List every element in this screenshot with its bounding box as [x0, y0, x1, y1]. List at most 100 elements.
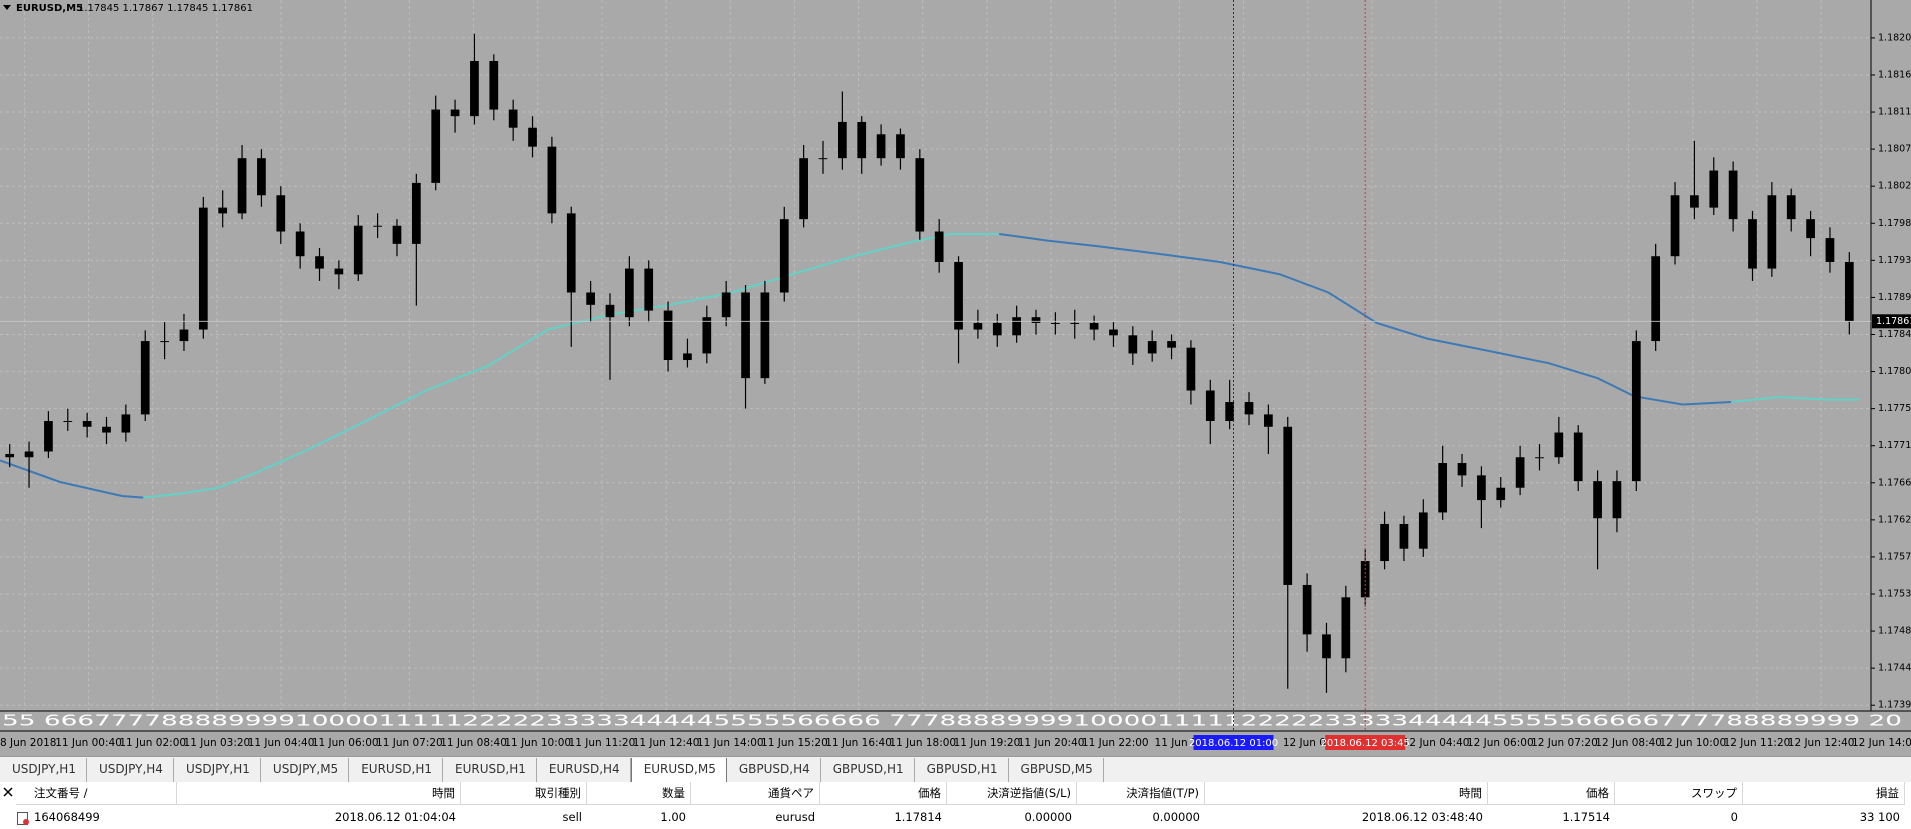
candle-body	[334, 268, 344, 275]
candle-body	[1496, 487, 1506, 501]
table-cell: sell	[562, 810, 582, 824]
x-tick-label: 11 Jun 20:40	[1018, 737, 1085, 749]
candle-body	[1360, 561, 1370, 598]
chart-tabs: USDJPY,H1 USDJPY,H4 USDJPY,H1 USDJPY,M5 EURU…	[0, 756, 1911, 783]
candle-body	[838, 121, 847, 159]
chart-tab[interactable]: EURUSD,H1	[443, 758, 537, 782]
table-cell: 2018.06.12 03:48:40	[1361, 810, 1483, 824]
candle-body	[1670, 195, 1680, 257]
candle-body	[470, 60, 479, 117]
column-header: 注文番号 /	[16, 782, 177, 805]
y-tick-label: 1.17620	[1878, 514, 1911, 525]
chart-tab[interactable]: USDJPY,M5	[261, 758, 350, 782]
y-tick-label: 1.18115	[1878, 107, 1911, 118]
candle-body	[508, 109, 518, 128]
candle-body	[1012, 317, 1021, 336]
candle-body	[741, 292, 750, 379]
candle-body	[1748, 219, 1757, 269]
candle-body	[1438, 463, 1448, 513]
candle-body	[1535, 457, 1544, 459]
chart-tab[interactable]: GBPUSD,H1	[915, 758, 1009, 782]
candle-body	[954, 261, 963, 330]
candle-body	[721, 292, 731, 318]
candle-body	[82, 420, 92, 427]
x-tick-label: 12 Jun 07:20	[1531, 737, 1598, 749]
candle-body	[1612, 481, 1622, 519]
chart-tab[interactable]: GBPUSD,H4	[727, 758, 821, 782]
y-tick-label: 1.17845	[1878, 329, 1911, 340]
candle-body	[799, 158, 808, 220]
event-label: 2018.06.12 01:00	[1189, 738, 1278, 749]
column-header: 損益	[1743, 782, 1905, 805]
x-tick-label: 11 Jun 02:00	[119, 737, 186, 749]
candle-body	[5, 453, 15, 458]
candle-body	[1418, 512, 1428, 549]
candle-body	[624, 268, 634, 318]
candle-body	[1205, 390, 1215, 421]
candle-body	[1651, 256, 1661, 342]
candle-body	[1457, 463, 1467, 476]
candle-body	[315, 256, 324, 269]
x-tick-label: 11 Jun 06:00	[312, 737, 379, 749]
column-header: 通貨ペア	[691, 782, 820, 805]
x-tick-label: 12 Jun 08:40	[1595, 737, 1662, 749]
candle-body	[102, 426, 111, 433]
order-icon	[17, 812, 29, 825]
candle-body	[218, 207, 228, 214]
y-tick-label: 1.18025	[1878, 181, 1911, 192]
chart-tab[interactable]: EURUSD,M5	[630, 758, 727, 783]
chart-menu-icon[interactable]	[3, 5, 11, 10]
x-tick-label: 11 Jun 16:40	[825, 737, 892, 749]
chart-tab[interactable]: EURUSD,H1	[349, 758, 444, 782]
table-cell: 1.00	[660, 810, 686, 824]
chart-tab[interactable]: GBPUSD,M5	[1009, 758, 1104, 782]
x-tick-label: 11 Jun 11:20	[569, 737, 636, 749]
candle-body	[1225, 402, 1235, 421]
candle-body	[566, 213, 576, 293]
candle-body	[1786, 195, 1796, 220]
candle-body	[1283, 426, 1293, 585]
candle-body	[644, 268, 654, 311]
last-price-tag	[1872, 314, 1911, 329]
moving-average	[0, 459, 144, 499]
y-tick-label: 1.17800	[1878, 366, 1911, 377]
x-tick-label: 12 Jun 04:40	[1403, 737, 1470, 749]
chart-tab[interactable]: USDJPY,H1	[0, 758, 87, 782]
candle-body	[760, 292, 770, 379]
table-cell: 0	[1730, 810, 1738, 824]
column-header: 価格	[820, 782, 947, 805]
candle-body	[237, 158, 247, 214]
candle-body	[1554, 432, 1564, 458]
trade-row[interactable]: 164068499 2018.06.12 01:04:04 sell 1.00 euru…	[0, 806, 1911, 829]
candle-body	[1728, 170, 1738, 220]
moving-average	[143, 233, 1000, 499]
chart-tab[interactable]: USDJPY,H4	[87, 758, 174, 782]
table-cell: 1.17514	[1562, 810, 1610, 824]
table-cell: 1.17814	[894, 810, 942, 824]
x-tick-label: 11 Jun 10:00	[504, 737, 571, 749]
candle-body	[1767, 195, 1777, 269]
candle-body	[373, 225, 382, 227]
chart-tab[interactable]: GBPUSD,H1	[821, 758, 915, 782]
y-tick-label: 1.17530	[1878, 589, 1911, 600]
x-tick-label: 11 Jun 07:20	[376, 737, 443, 749]
chart-tab[interactable]: EURUSD,H4	[537, 758, 631, 782]
x-tick-label: 11 Jun 18:00	[889, 737, 956, 749]
column-header: 決済逆指値(S/L)	[947, 782, 1077, 805]
candle-body	[818, 158, 828, 160]
close-icon[interactable]	[2, 786, 16, 800]
event-label-bg	[1325, 735, 1406, 750]
event-label: 2018.06.12 03:45	[1321, 738, 1410, 749]
chart-tab[interactable]: USDJPY,H1	[174, 758, 261, 782]
candle-body	[295, 231, 305, 257]
candle-body	[198, 207, 208, 330]
y-tick-label: 1.18205	[1878, 32, 1911, 43]
candle-body	[1573, 432, 1583, 482]
x-tick-label: 12 Jun 11:20	[1724, 737, 1791, 749]
candle-body	[1477, 475, 1486, 501]
candle-body	[1690, 195, 1699, 208]
table-header: 注文番号 / 時間 取引種別 数量 通貨ペア 価格 決済逆指値(S/L) 決済指値(T/P) 時…	[0, 782, 1911, 805]
y-tick-label: 1.18070	[1878, 144, 1911, 155]
candle-body	[915, 158, 925, 232]
